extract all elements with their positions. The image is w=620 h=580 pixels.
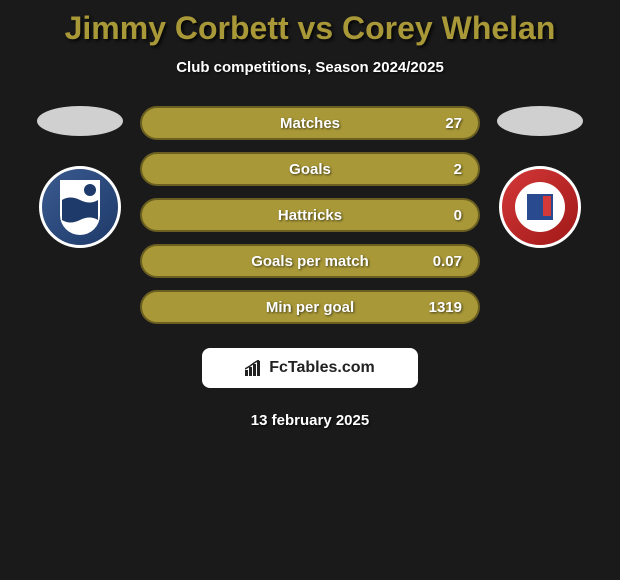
stat-row-goals: Goals 2	[140, 152, 480, 186]
stat-value-right: 2	[454, 161, 462, 178]
stat-row-hattricks: Hattricks 0	[140, 198, 480, 232]
stat-label: Matches	[280, 115, 340, 132]
player-column-left	[30, 106, 130, 248]
stat-value-right: 27	[445, 115, 462, 132]
stat-label: Goals	[289, 161, 331, 178]
main-row: Matches 27 Goals 2 Hattricks 0 Goals per…	[0, 106, 620, 336]
chart-icon	[245, 360, 263, 376]
stat-row-min-per-goal: Min per goal 1319	[140, 290, 480, 324]
stat-row-matches: Matches 27	[140, 106, 480, 140]
player-avatar-left	[37, 106, 123, 136]
stat-label: Min per goal	[266, 299, 354, 316]
date-text: 13 february 2025	[0, 412, 620, 429]
stat-label: Goals per match	[251, 253, 369, 270]
page-title: Jimmy Corbett vs Corey Whelan	[0, 10, 620, 47]
stat-label: Hattricks	[278, 207, 342, 224]
stat-value-right: 0	[454, 207, 462, 224]
team-badge-left	[39, 166, 121, 248]
stat-value-right: 0.07	[433, 253, 462, 270]
brand-text: FcTables.com	[269, 359, 375, 377]
stat-value-right: 1319	[429, 299, 462, 316]
stat-row-goals-per-match: Goals per match 0.07	[140, 244, 480, 278]
shield-icon	[60, 180, 100, 235]
subtitle: Club competitions, Season 2024/2025	[0, 59, 620, 76]
infographic-container: Jimmy Corbett vs Corey Whelan Club compe…	[0, 0, 620, 429]
crest-icon	[515, 182, 565, 232]
branding-badge: FcTables.com	[202, 348, 418, 388]
stats-column: Matches 27 Goals 2 Hattricks 0 Goals per…	[140, 106, 480, 336]
team-badge-right	[499, 166, 581, 248]
player-avatar-right	[497, 106, 583, 136]
player-column-right	[490, 106, 590, 248]
